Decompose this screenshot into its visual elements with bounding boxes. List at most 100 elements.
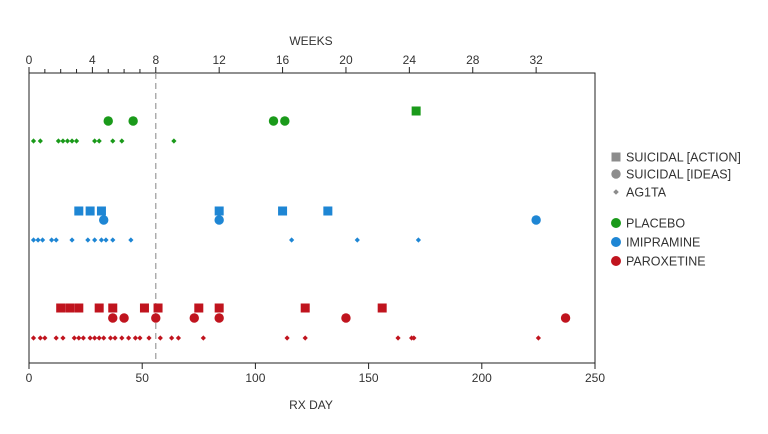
- paroxetine-agita-point: [126, 335, 132, 341]
- paroxetine-agita-point: [92, 335, 98, 341]
- paroxetine-ideas-point: [341, 313, 351, 323]
- placebo-ideas-point: [280, 116, 290, 126]
- paroxetine-agita-point: [80, 335, 86, 341]
- paroxetine-ideas-point: [560, 313, 571, 323]
- top-tick-label: 28: [466, 53, 480, 67]
- paroxetine-action-point: [56, 303, 66, 313]
- imipramine-agita-point: [39, 237, 46, 243]
- paroxetine-action-point: [153, 303, 163, 313]
- paroxetine-agita-point: [132, 335, 139, 341]
- paroxetine-agita-point: [119, 335, 125, 341]
- paroxetine-agita-point: [284, 335, 290, 341]
- paroxetine-action-point: [300, 303, 310, 313]
- placebo-ideas-point: [103, 116, 113, 126]
- imipramine-agita-point: [30, 237, 37, 243]
- paroxetine-agita-point: [112, 335, 118, 341]
- imipramine-agita-point: [98, 237, 105, 243]
- placebo-agita-point: [64, 138, 71, 144]
- placebo-agita-point: [69, 138, 75, 144]
- bottom-tick-label: 250: [585, 371, 605, 385]
- legend-group-label: PLACEBO: [626, 217, 685, 231]
- paroxetine-ideas-point: [189, 313, 199, 323]
- imipramine-agita-point: [354, 237, 360, 243]
- legend-diamond-icon: [613, 189, 619, 195]
- paroxetine-agita-point: [535, 335, 541, 341]
- paroxetine-action-point: [74, 303, 84, 313]
- imipramine-action-point: [323, 206, 333, 216]
- placebo-action-point: [411, 106, 421, 116]
- paroxetine-agita-point: [71, 335, 77, 341]
- paroxetine-agita-point: [87, 335, 93, 341]
- paroxetine-agita-point: [42, 335, 48, 341]
- imipramine-agita-point: [103, 237, 109, 243]
- paroxetine-action-point: [108, 303, 118, 313]
- legend-circle-icon: [611, 169, 621, 179]
- paroxetine-action-point: [139, 303, 149, 313]
- legend-group-label: PAROXETINE: [626, 255, 706, 269]
- imipramine-agita-point: [49, 237, 55, 243]
- paroxetine-agita-point: [200, 335, 206, 341]
- paroxetine-agita-point: [411, 335, 417, 341]
- imipramine-action-point: [96, 206, 106, 216]
- imipramine-action-point: [85, 206, 95, 216]
- paroxetine-agita-point: [137, 335, 143, 341]
- paroxetine-agita-point: [175, 335, 182, 341]
- top-tick-label: 12: [212, 53, 226, 67]
- placebo-agita-point: [119, 138, 125, 144]
- bottom-tick-label: 50: [136, 371, 150, 385]
- legend-group-label: IMIPRAMINE: [626, 236, 700, 250]
- imipramine-agita-point: [35, 237, 41, 243]
- paroxetine-agita-point: [157, 335, 163, 341]
- placebo-ideas-point: [268, 116, 279, 126]
- paroxetine-ideas-point: [108, 313, 118, 323]
- legend-label: AG1TA: [626, 186, 667, 200]
- imipramine-ideas-point: [214, 215, 224, 225]
- top-tick-label: 20: [339, 53, 353, 67]
- paroxetine-ideas-point: [214, 313, 224, 323]
- top-axis-ticks: 0 4 8 12 16 20 24 28 32: [26, 53, 543, 73]
- imipramine-action-point: [278, 206, 288, 216]
- legend: SUICIDAL [ACTION] SUICIDAL [IDEAS] AG1TA PL…: [611, 151, 741, 269]
- top-tick-label: 8: [152, 53, 159, 67]
- paroxetine-action-point: [194, 303, 204, 313]
- bottom-tick-label: 200: [472, 371, 492, 385]
- paroxetine-action-point: [65, 303, 75, 313]
- bottom-tick-label: 0: [26, 371, 33, 385]
- top-tick-label: 32: [529, 53, 543, 67]
- paroxetine-agita-point: [37, 335, 43, 341]
- placebo-agita-point: [73, 138, 80, 144]
- paroxetine-agita-point: [96, 335, 102, 341]
- paroxetine-agita-point: [169, 335, 175, 341]
- paroxetine-agita-point: [53, 335, 59, 341]
- placebo-agita-point: [60, 138, 66, 144]
- top-tick-label: 0: [26, 53, 33, 67]
- top-axis-label: WEEKS: [289, 34, 332, 48]
- bottom-tick-label: 150: [359, 371, 379, 385]
- paroxetine-agita-point: [395, 335, 401, 341]
- top-tick-label: 4: [89, 53, 96, 67]
- placebo-agita-point: [30, 138, 37, 144]
- imipramine-agita-point: [415, 237, 422, 243]
- legend-label: SUICIDAL [ACTION]: [626, 151, 741, 165]
- bottom-axis-label: RX DAY: [289, 398, 333, 412]
- paroxetine-agita-point: [30, 335, 37, 341]
- placebo-ideas-point: [128, 116, 138, 126]
- imipramine-agita-point: [110, 237, 116, 243]
- imipramine-agita-point: [53, 237, 59, 243]
- imipramine-ideas-point: [531, 215, 541, 225]
- placebo-agita-point: [92, 138, 98, 144]
- imipramine-action-point: [214, 206, 224, 216]
- imipramine-agita-point: [128, 237, 134, 243]
- paroxetine-agita-point: [302, 335, 308, 341]
- paroxetine-agita-point: [60, 335, 66, 341]
- legend-label: SUICIDAL [IDEAS]: [626, 168, 731, 182]
- placebo-agita-point: [37, 138, 43, 144]
- paroxetine-agita-point: [101, 335, 107, 341]
- placebo-agita-point: [110, 138, 116, 144]
- imipramine-action-point: [74, 206, 84, 216]
- paroxetine-action-point: [94, 303, 104, 313]
- placebo-agita-point: [171, 138, 177, 144]
- paroxetine-agita-point: [146, 335, 152, 341]
- placebo-agita-point: [96, 138, 102, 144]
- paroxetine-ideas-point: [119, 313, 129, 323]
